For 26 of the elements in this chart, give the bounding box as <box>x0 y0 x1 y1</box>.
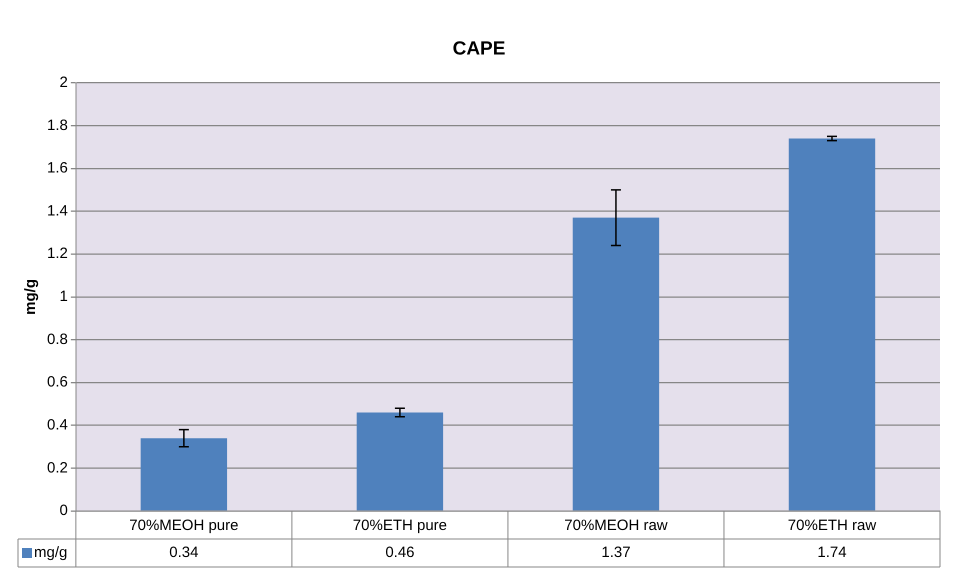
data-label: 0.34 <box>169 544 198 562</box>
y-tick-label: 1 <box>60 288 68 306</box>
y-tick-label: 0 <box>60 502 68 520</box>
y-axis-title: mg/g <box>22 278 40 315</box>
y-tick-label: 0.4 <box>46 416 68 434</box>
y-tick-label: 2 <box>60 74 68 91</box>
y-tick-label: 1.4 <box>46 202 68 220</box>
x-tick-label: 70%ETH pure <box>352 517 448 534</box>
legend-label: mg/g <box>34 544 68 562</box>
bar <box>356 412 444 510</box>
bar <box>140 438 228 510</box>
data-label: 1.74 <box>817 544 847 562</box>
chart-title: CAPE <box>452 38 506 60</box>
bar <box>788 138 876 510</box>
bar <box>572 218 660 510</box>
y-tick-label: 0.2 <box>46 459 68 476</box>
y-tick-label: 0.6 <box>46 374 68 391</box>
x-tick-label: 70%MEOH pure <box>129 517 238 534</box>
data-label: 1.37 <box>601 544 631 562</box>
y-tick-label: 1.6 <box>46 160 68 177</box>
x-tick-label: 70%ETH raw <box>788 517 876 534</box>
data-label: 0.46 <box>385 544 415 562</box>
x-tick-label: 70%MEOH raw <box>564 517 668 534</box>
y-tick-label: 1.2 <box>46 245 68 262</box>
y-tick-label: 0.8 <box>46 330 68 348</box>
y-tick-label: 1.8 <box>46 116 68 134</box>
